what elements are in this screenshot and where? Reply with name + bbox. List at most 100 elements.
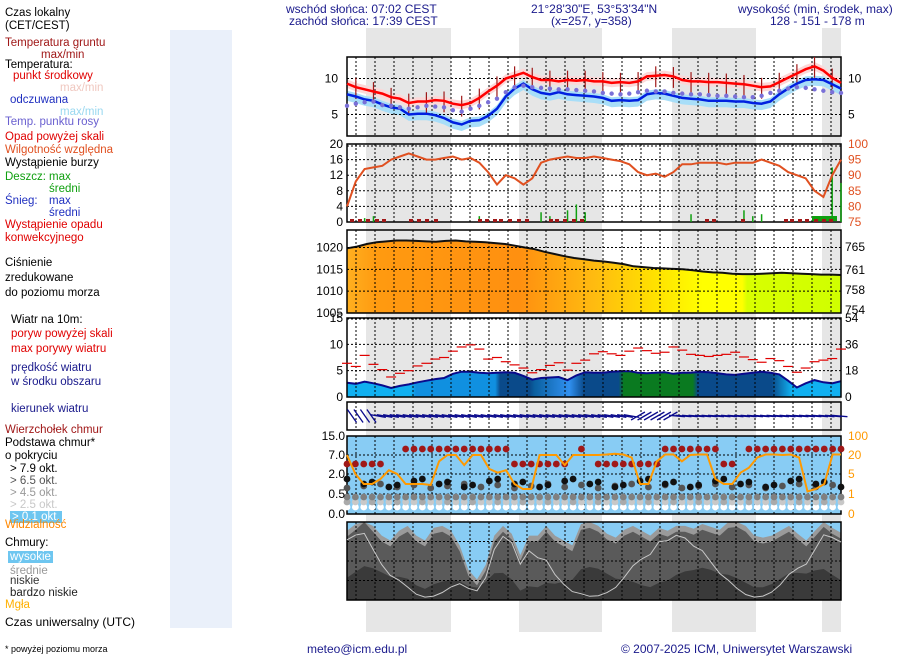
- wind-arrow: [428, 413, 445, 419]
- cloud-base-dot: [787, 493, 795, 501]
- convective-marker: [798, 219, 802, 222]
- cloud-top-dot: [678, 445, 686, 453]
- legend-pressure-1: Ciśnienie: [5, 257, 53, 269]
- wind-arrow: [584, 413, 601, 419]
- legend-feels-like: odczuwana: [10, 94, 69, 106]
- cloud-base-dot: [804, 503, 811, 511]
- chart-panels: [342, 56, 848, 601]
- pressure-tick: 1020: [316, 240, 343, 254]
- wind-arrow: [597, 413, 614, 419]
- cloud-base-dot: [527, 493, 535, 501]
- cloud-base-dot: [837, 498, 845, 506]
- cloud-top-dot: [611, 460, 619, 468]
- cloud-base-dot: [469, 498, 476, 506]
- legend-humidity: Wilgotność względna: [5, 144, 114, 156]
- wind-arrow: [526, 413, 542, 419]
- cloud-top-dot: [787, 445, 795, 453]
- cloud-base-dot: [778, 498, 786, 506]
- cloud-base-dot: [678, 493, 686, 501]
- cloud-base-dot: [460, 498, 468, 506]
- cloud-base-dot: [837, 483, 845, 491]
- cloud-top-dot: [619, 460, 627, 468]
- legend-wind-direction: kierunek wiatru: [11, 403, 89, 415]
- humidity-line: [346, 152, 842, 207]
- cloud-base-dot: [444, 498, 451, 506]
- cloud-top-dot: [594, 460, 602, 468]
- legend-high-clouds-label: wysokie: [8, 551, 53, 563]
- cloud-base-dot: [410, 498, 418, 506]
- cloud-base-dot: [343, 498, 351, 506]
- legend-visibility: Widzialność: [5, 519, 67, 531]
- legend-pressure-3: do poziomu morza: [5, 287, 100, 299]
- cloud-base-dot: [778, 503, 786, 511]
- cloud-base-dot: [628, 503, 636, 511]
- cloud-top-dot: [460, 445, 468, 453]
- legend-ground-temp-maxmin: max/min: [41, 49, 85, 61]
- cloud-base-dot: [385, 493, 393, 501]
- cloud-base-dot: [569, 475, 577, 483]
- cloud-top-dot: [603, 460, 610, 468]
- cloud-base-dot: [603, 498, 610, 506]
- cloud-base-dot: [435, 498, 443, 506]
- cloud-top-dot: [837, 445, 845, 453]
- cloud-base-dot: [502, 503, 510, 511]
- wind-arrow: [558, 413, 575, 419]
- legend-snow-max: max: [49, 195, 71, 207]
- wind-arrow: [506, 413, 523, 419]
- cloud-base-dot: [578, 481, 585, 489]
- panel-border: [346, 56, 842, 137]
- wind-arrow: [454, 413, 471, 419]
- cloud-base-dot: [452, 498, 460, 506]
- convective-marker: [375, 219, 379, 222]
- cloud-base-dot: [594, 498, 602, 506]
- dew-point-dot: [433, 104, 438, 109]
- dew-point-dot: [794, 84, 800, 90]
- wind-arrow: [359, 409, 371, 423]
- pressure-mmhg-tick: 761: [845, 263, 865, 277]
- legend-very-low-clouds: bardzo niskie: [10, 587, 78, 599]
- dew-point-dot: [530, 84, 535, 90]
- cloud-base-dot: [485, 503, 493, 511]
- cloud-base-dot: [586, 503, 594, 511]
- cloud-base-dot: [511, 503, 518, 511]
- cloud-top-dot: [527, 460, 535, 468]
- cloud-top-dot: [552, 460, 560, 468]
- cloud-top-dot: [661, 445, 669, 453]
- cloud-base-dot: [745, 493, 753, 501]
- convective-marker: [790, 219, 794, 222]
- cloud-base-dot: [778, 493, 786, 501]
- dew-point-dot: [344, 103, 350, 109]
- wind-arrow: [389, 413, 406, 419]
- convective-marker: [805, 219, 809, 222]
- rain-mean-bar: [812, 216, 837, 221]
- email-link[interactable]: meteo@icm.edu.pl: [307, 642, 408, 656]
- cloud-base-dot: [427, 484, 435, 492]
- cloud-base-dot: [477, 493, 485, 501]
- cloud-base-dot: [561, 477, 569, 485]
- cloud-base-dot: [485, 477, 493, 485]
- cloud-base-dot: [619, 481, 627, 489]
- cloud-base-dot: [812, 493, 820, 501]
- cloud-base-tick: 15.0: [322, 429, 346, 443]
- cloud-base-dot: [678, 498, 686, 506]
- wind-arrow: [637, 411, 652, 421]
- dew-point-dot: [582, 88, 588, 93]
- cloud-base-dot: [628, 498, 636, 506]
- cloud-base-dot: [645, 483, 652, 491]
- legend-okt-65: > 6.5 okt.: [10, 475, 58, 487]
- cloud-base-dot: [795, 493, 803, 501]
- convective-marker: [350, 219, 354, 222]
- cloud-base-dot: [435, 493, 443, 501]
- dew-point-dot: [450, 107, 456, 113]
- cloud-base-dot: [410, 493, 418, 501]
- wind-tick: 5: [336, 364, 343, 378]
- legend-cloud-top: Wierzchołek chmur: [5, 424, 103, 436]
- cloud-base-dot: [737, 480, 744, 488]
- convective-marker: [705, 219, 709, 222]
- cloud-base-dot: [377, 498, 384, 506]
- cloud-base-dot: [619, 503, 627, 511]
- cloud-base-dot: [360, 498, 368, 506]
- legend-dew-point: Temp. punktu rosy: [5, 116, 99, 128]
- cloud-base-dot: [720, 498, 728, 506]
- cloud-base-dot: [770, 503, 778, 511]
